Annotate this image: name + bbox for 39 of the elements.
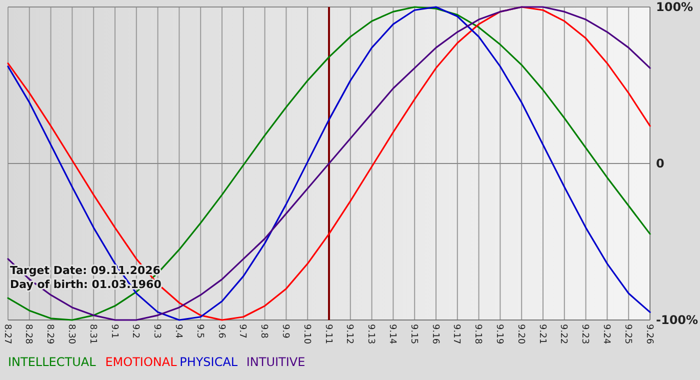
x-tick-label: 9.10 <box>301 324 312 344</box>
x-tick-label: 9.23 <box>580 324 590 344</box>
x-tick-label: 9.7 <box>237 324 248 338</box>
x-tick-label: 9.18 <box>472 324 483 344</box>
x-tick-label: 9.19 <box>494 324 504 344</box>
x-tick-label: 9.4 <box>173 324 184 339</box>
x-tick-label: 8.30 <box>66 324 76 344</box>
x-tick-label: 9.16 <box>430 324 440 344</box>
x-tick-label: 9.12 <box>344 324 354 344</box>
text: INTUITIVE <box>246 355 306 369</box>
x-tick-label: 9.22 <box>558 324 568 344</box>
x-tick-label: 9.20 <box>515 324 526 344</box>
x-tick-label: 9.6 <box>216 324 226 339</box>
x-tick-label: 9.15 <box>408 324 418 344</box>
x-tick-label: 9.3 <box>152 324 162 338</box>
x-tick-label: 9.5 <box>194 324 204 338</box>
x-tick-label: 9.26 <box>644 324 654 344</box>
text: EMOTIONAL <box>105 355 178 369</box>
x-tick-label: 8.31 <box>87 324 98 344</box>
line-series <box>7 6 651 321</box>
x-tick-label: 9.11 <box>322 324 333 344</box>
y-tick-label: -100% <box>656 313 698 328</box>
x-tick-label: 9.13 <box>366 324 376 344</box>
x-tick-label: 8.29 <box>44 324 55 344</box>
x-tick-label: 9.24 <box>601 324 612 344</box>
x-tick-label: 8.28 <box>23 324 34 344</box>
x-tick-label: 9.9 <box>280 324 290 339</box>
x-tick-label: 9.8 <box>258 324 269 339</box>
x-tick-label: 9.25 <box>622 324 632 344</box>
x-tick-label: 9.21 <box>536 324 547 344</box>
x-tick-label: 9.1 <box>108 324 119 338</box>
x-tick-label: 9.14 <box>387 324 398 344</box>
y-tick-label: 100% <box>656 0 694 14</box>
text: INTELLECTUAL <box>8 355 96 369</box>
text: PHYSICAL <box>180 355 238 369</box>
y-tick-label: 0 <box>656 156 664 171</box>
x-tick-label: 9.17 <box>451 324 462 344</box>
x-tick-label: 8.27 <box>2 324 12 344</box>
x-tick-label: 9.2 <box>130 324 140 338</box>
